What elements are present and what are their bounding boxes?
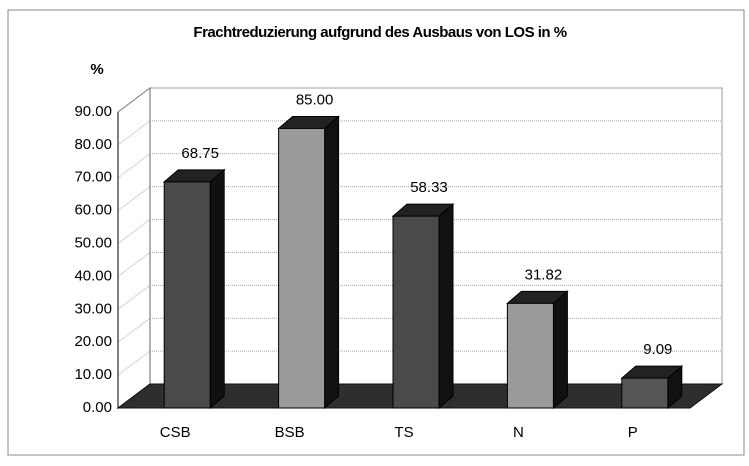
grid-line-side — [117, 87, 151, 113]
y-axis-label: % — [90, 61, 103, 78]
value-label: 85.00 — [296, 91, 334, 108]
side-wall — [117, 87, 151, 409]
y-tick-label: 20.00 — [74, 333, 112, 350]
y-tick-label: 80.00 — [74, 136, 112, 153]
x-tick-label: N — [513, 424, 524, 441]
grid-line-side — [117, 252, 151, 277]
bar-side — [552, 290, 568, 410]
x-tick-label: P — [628, 424, 638, 441]
y-tick-label: 0.00 — [83, 399, 112, 416]
grid-line-side — [117, 350, 151, 376]
bar — [506, 302, 554, 409]
grid-line-side — [117, 284, 151, 310]
bar — [278, 127, 326, 409]
y-tick-label: 50.00 — [74, 235, 112, 252]
y-tick-label: 40.00 — [74, 267, 112, 284]
bar — [621, 377, 669, 409]
x-tick-label: CSB — [160, 424, 191, 441]
value-label: 58.33 — [410, 179, 448, 196]
y-tick-label: 90.00 — [74, 103, 112, 120]
chart-title: Frachtreduzierung aufgrund des Ausbaus v… — [193, 24, 566, 41]
x-tick-label: BSB — [275, 424, 305, 441]
x-tick-label: TS — [394, 424, 413, 441]
value-label: 68.75 — [181, 145, 219, 162]
grid-line-side — [117, 219, 151, 244]
value-label: 31.82 — [525, 266, 563, 283]
bar-side — [209, 168, 225, 410]
bar — [392, 215, 440, 409]
grid-line-side — [117, 317, 151, 343]
y-tick-label: 10.00 — [74, 366, 112, 383]
bar-side — [438, 203, 454, 410]
value-label: 9.09 — [643, 341, 672, 358]
y-tick-label: 30.00 — [74, 300, 112, 317]
grid-line-side — [117, 120, 151, 146]
grid-line-side — [117, 153, 151, 179]
grid-line-side — [117, 186, 151, 212]
y-tick-label: 60.00 — [74, 202, 112, 219]
bar — [163, 181, 211, 409]
y-tick-label: 70.00 — [74, 169, 112, 186]
bar-side — [324, 115, 340, 410]
